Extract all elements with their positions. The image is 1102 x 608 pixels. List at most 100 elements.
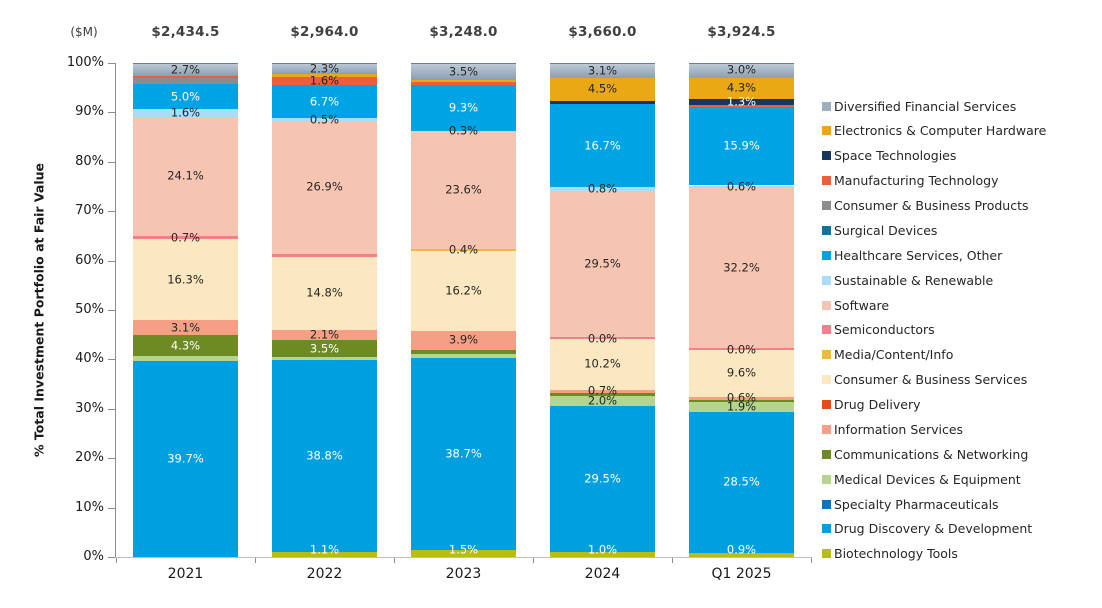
bar-segment-semiconductors [133, 235, 238, 240]
total-value-2022: $2,964.0 [290, 24, 359, 40]
x-tick-mark [672, 558, 673, 563]
legend-label: Information Services [834, 421, 964, 437]
y-tick-mark [108, 211, 115, 213]
legend-swatch-icon [822, 275, 831, 285]
bar-segment-biotechnology-tools [689, 552, 794, 557]
legend-label: Manufacturing Technology [834, 173, 999, 189]
legend-label: Specialty Pharmaceuticals [834, 496, 999, 512]
bar-segment-medical-devices-equipment [411, 354, 516, 359]
bar-segment-software [689, 188, 794, 348]
bar-segment-media-content-info [411, 248, 516, 251]
y-tick-label: 50% [75, 302, 104, 317]
x-category-label-2022: 2022 [306, 566, 343, 582]
bar-segment-medical-devices-equipment [272, 357, 377, 360]
legend-swatch-icon [822, 474, 831, 484]
legend-swatch-icon [822, 499, 831, 509]
legend-swatch-icon [822, 400, 831, 409]
legend-label: Sustainable & Renewable [834, 272, 994, 288]
legend-swatch-icon [822, 126, 831, 136]
x-category-label-2021: 2021 [167, 566, 204, 582]
bar-segment-electronics-computer-hardware [689, 77, 794, 100]
bar-segment-space-technologies [689, 99, 794, 106]
bar-segment-biotechnology-tools [272, 551, 377, 557]
y-tick-label: 10% [75, 499, 104, 515]
bar-segment-consumer-business-services [272, 256, 377, 330]
legend-swatch-icon [822, 325, 831, 335]
legend-item-diversified-financial-services: Diversified Financial Services [822, 98, 1098, 114]
bar-segment-manufacturing-technology [272, 77, 377, 86]
legend-label: Semiconductors [834, 322, 935, 338]
legend-swatch-icon [822, 250, 831, 260]
legend-label: Media/Content/Info [834, 347, 954, 363]
legend-item-communications-networking: Communications & Networking [822, 447, 1098, 462]
bar-segment-semiconductors [689, 347, 794, 350]
bar-segment-space-technologies [550, 100, 655, 105]
y-tick-label: 60% [75, 252, 104, 268]
bar-2023: 3.5% 9.3% 0.3% 23.6% 0.4% 16.2% 3.9% 38.7% 1.5% [411, 63, 516, 557]
bar-segment-communications-networking [550, 392, 655, 397]
bar-segment-semiconductors [550, 336, 655, 340]
legend-swatch-icon [822, 176, 831, 186]
legend-item-drug-discovery-development: Drug Discovery & Development [822, 521, 1098, 536]
plot-area: 2.7% 5.0% 1.6% 24.1% 0.7% 16.3% 3.1% 4.3% 39.7% 2… [116, 63, 812, 557]
bar-segment-diversified-financial-services [689, 63, 794, 78]
legend-label: Biotechnology Tools [834, 546, 958, 562]
y-tick-mark [108, 310, 115, 311]
bar-segment-healthcare-services-other [133, 84, 238, 109]
y-tick-mark [108, 63, 115, 64]
bar-segment-healthcare-services-other [689, 106, 794, 186]
legend-item-space-technologies: Space Technologies [822, 148, 1098, 163]
legend-label: Diversified Financial Services [834, 98, 1017, 114]
bar-segment-biotechnology-tools [550, 552, 655, 557]
bar-segment-manufacturing-technology [411, 82, 516, 85]
currency-unit-note: ($M) [70, 25, 98, 39]
legend-label: Drug Delivery [834, 397, 921, 412]
bar-segment-drug-discovery-development [272, 359, 377, 552]
bar-segment-information-services [550, 389, 655, 393]
bar-segment-semiconductors [272, 253, 377, 257]
bar-segment-electronics-computer-hardware [550, 78, 655, 101]
legend-label: Surgical Devices [834, 222, 938, 238]
y-tick-label: 30% [75, 400, 104, 416]
bar-segment-sustainable-renewable [689, 185, 794, 189]
x-tick-mark [255, 558, 256, 563]
x-category-label-2024: 2024 [584, 566, 621, 582]
legend-label: Healthcare Services, Other [834, 247, 1003, 263]
bar-q1-2025: 3.0% 4.3% 1.3% 15.9% 0.6% 32.2% 0.0% 9.6% 0.6% 1.… [689, 63, 794, 557]
y-tick-mark [108, 458, 115, 460]
bar-segment-drug-discovery-development [689, 411, 794, 553]
bar-segment-drug-discovery-development [411, 358, 516, 550]
legend-label: Consumer & Business Services [834, 372, 1028, 388]
bar-segment-medical-devices-equipment [133, 356, 238, 361]
legend-item-surgical-devices: Surgical Devices [822, 222, 1098, 238]
legend-item-manufacturing-technology: Manufacturing Technology [822, 173, 1098, 189]
legend-swatch-icon [822, 300, 831, 310]
legend-swatch-icon [822, 449, 831, 459]
bar-segment-consumer-business-services [133, 239, 238, 320]
legend-item-semiconductors: Semiconductors [822, 322, 1098, 338]
bar-2022: 2.3% 1.6% 6.7% 0.5% 26.9% 14.8% 2.1% 3.5% 38.8% 1… [272, 63, 377, 557]
legend-swatch-icon [822, 375, 831, 385]
bar-segment-software [133, 116, 238, 236]
bar-segment-electronics-computer-hardware [272, 74, 377, 78]
x-tick-mark [533, 558, 534, 563]
bar-segment-diversified-financial-services [133, 63, 238, 77]
bar-segment-communications-networking [133, 335, 238, 357]
legend-item-specialty-pharmaceuticals: Specialty Pharmaceuticals [822, 496, 1098, 512]
bar-segment-healthcare-services-other [550, 104, 655, 187]
bar-segment-software [411, 132, 516, 249]
bar-segment-sustainable-renewable [411, 130, 516, 133]
bar-segment-drug-discovery-development [133, 360, 238, 557]
legend-swatch-icon [822, 350, 831, 360]
y-tick-label: 90% [75, 104, 104, 120]
x-category-label-q1-2025: Q1 2025 [711, 566, 772, 582]
bar-segment-information-services [689, 396, 794, 400]
bar-segment-communications-networking [272, 340, 377, 358]
bar-segment-consumer-business-services [411, 250, 516, 331]
y-tick-mark [108, 161, 115, 163]
legend-item-electronics-computer-hardware: Electronics & Computer Hardware [822, 123, 1098, 138]
bar-segment-electronics-computer-hardware [411, 80, 516, 83]
legend-item-information-services: Information Services [822, 421, 1098, 437]
bar-segment-sustainable-renewable [133, 108, 238, 117]
